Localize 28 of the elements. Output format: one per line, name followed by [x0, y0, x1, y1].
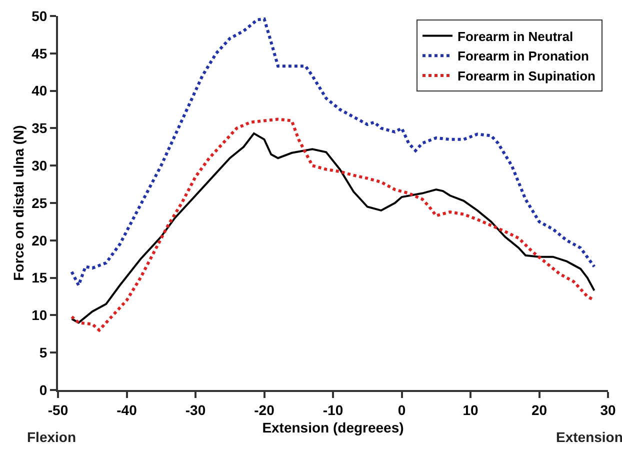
x-tick-label: -40 [116, 402, 138, 418]
y-tick-label: 40 [32, 82, 48, 99]
y-tick-label: 35 [32, 120, 48, 136]
text: Flexion [27, 429, 76, 445]
y-tick-label: 45 [32, 45, 48, 62]
y-tick-label: 10 [32, 307, 48, 324]
x-tick-label: 0 [398, 402, 406, 418]
x-axis-title: Extension (degreees) [262, 420, 404, 436]
x-tick-label: -50 [48, 402, 68, 418]
legend-label: Forearm in Neutral [458, 28, 574, 44]
y-tick-label: 25 [32, 194, 48, 211]
x-tick-label: 10 [462, 402, 478, 418]
x-tick-label: -20 [254, 402, 275, 418]
x-tick-label: -10 [322, 402, 344, 418]
y-tick-label: 0 [39, 382, 48, 398]
x-tick-label: 20 [531, 402, 548, 418]
x-tick-label: 30 [600, 402, 616, 418]
x-tick-label: -30 [185, 402, 206, 418]
legend-label: Forearm in Pronation [458, 48, 590, 64]
y-tick-label: 30 [32, 158, 48, 174]
y-axis-title: Force on distal ulna (N) [10, 125, 27, 281]
y-tick-label: 50 [32, 8, 48, 24]
y-tick-label: 20 [32, 232, 48, 248]
text: Extension [556, 429, 622, 445]
legend-label: Forearm in Supination [458, 68, 596, 84]
y-tick-label: 15 [32, 270, 48, 286]
y-tick-label: 5 [39, 344, 48, 360]
line-series [70, 17, 596, 287]
